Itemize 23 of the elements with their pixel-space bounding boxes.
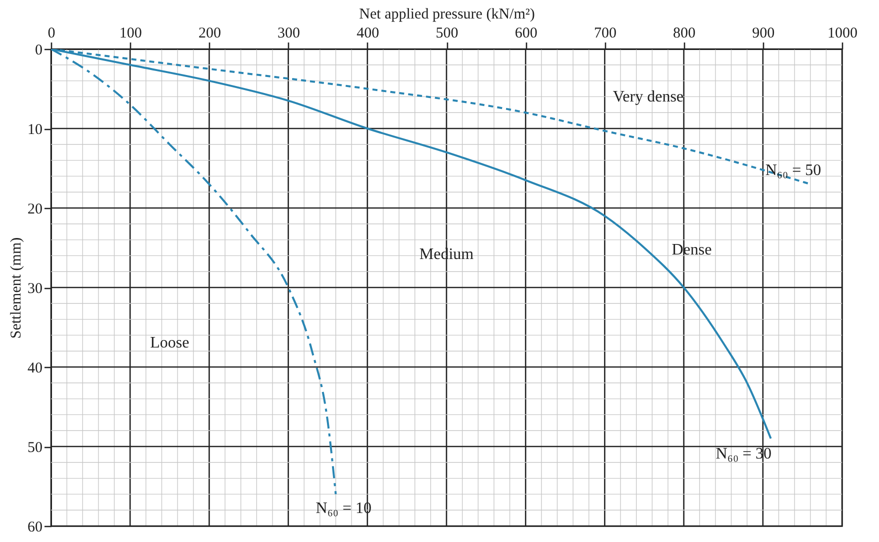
x-tick-label: 100: [119, 26, 142, 42]
x-tick-label: 300: [278, 26, 300, 42]
annotation: Very dense: [612, 88, 684, 106]
x-tick-label: 600: [514, 26, 538, 42]
annotation: Loose: [150, 334, 190, 352]
x-tick-label: 500: [436, 26, 458, 42]
y-tick-label: 0: [35, 42, 42, 58]
series-label: N₆₀ = 50: [765, 162, 822, 180]
y-tick-label: 20: [28, 202, 42, 218]
y-tick-label: 10: [28, 122, 42, 138]
y-tick-label: 60: [28, 520, 42, 536]
x-axis-title: Net applied pressure (kN/m²): [359, 6, 535, 22]
y-axis-title: Settlement (mm): [8, 237, 24, 339]
x-tick-label: 400: [356, 26, 380, 42]
y-tick-label: 50: [28, 440, 42, 456]
y-tick-label: 30: [28, 281, 42, 297]
x-tick-label: 200: [198, 26, 221, 42]
x-tick-label: 700: [594, 26, 616, 42]
x-tick-label: 0: [48, 26, 56, 42]
y-tick-label: 40: [28, 360, 42, 376]
x-tick-label: 1000: [828, 26, 858, 42]
x-tick-label: 900: [752, 26, 775, 42]
x-tick-label: 800: [673, 26, 696, 42]
